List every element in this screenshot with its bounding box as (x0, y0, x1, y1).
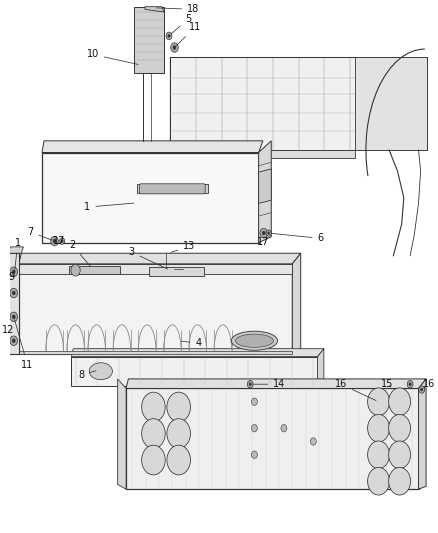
Text: 16: 16 (335, 379, 376, 400)
Circle shape (167, 445, 191, 475)
Text: 8: 8 (78, 370, 96, 380)
Polygon shape (126, 389, 419, 489)
Circle shape (12, 315, 15, 319)
Circle shape (367, 388, 389, 416)
Polygon shape (170, 150, 355, 158)
Circle shape (61, 240, 63, 243)
Circle shape (367, 467, 389, 495)
Circle shape (281, 424, 287, 432)
FancyBboxPatch shape (140, 184, 205, 194)
Polygon shape (126, 379, 426, 389)
Text: 7: 7 (27, 227, 52, 240)
Circle shape (247, 381, 253, 388)
Polygon shape (419, 379, 426, 489)
Ellipse shape (236, 334, 273, 348)
Circle shape (12, 339, 15, 343)
Circle shape (419, 386, 425, 393)
Circle shape (249, 383, 251, 386)
Circle shape (260, 228, 268, 238)
Circle shape (141, 445, 165, 475)
Circle shape (409, 383, 411, 386)
Circle shape (51, 236, 58, 246)
Circle shape (10, 336, 18, 345)
Circle shape (171, 43, 178, 52)
Text: 15: 15 (381, 379, 393, 389)
Circle shape (12, 270, 15, 274)
Text: 11: 11 (177, 22, 201, 45)
Polygon shape (42, 141, 263, 152)
Circle shape (141, 392, 165, 422)
Text: 10: 10 (86, 50, 138, 64)
Text: 2: 2 (69, 240, 91, 266)
Polygon shape (8, 247, 23, 253)
Text: 1: 1 (84, 202, 134, 212)
Text: 12: 12 (2, 325, 14, 341)
Circle shape (251, 398, 258, 406)
Polygon shape (118, 379, 126, 489)
Circle shape (10, 288, 18, 298)
Circle shape (10, 267, 18, 277)
Polygon shape (149, 266, 204, 276)
Polygon shape (170, 57, 427, 150)
Text: 9: 9 (8, 272, 14, 282)
Circle shape (251, 424, 258, 432)
Circle shape (167, 392, 191, 422)
Circle shape (168, 34, 170, 37)
Polygon shape (19, 351, 292, 354)
Polygon shape (19, 253, 301, 264)
Circle shape (389, 467, 410, 495)
Polygon shape (145, 7, 164, 12)
Circle shape (268, 232, 270, 235)
Circle shape (141, 419, 165, 448)
Text: 5: 5 (171, 14, 191, 34)
Text: 3: 3 (128, 247, 168, 269)
Polygon shape (71, 349, 324, 357)
Text: 18: 18 (156, 4, 199, 14)
Circle shape (53, 239, 56, 243)
Polygon shape (19, 264, 292, 274)
Ellipse shape (231, 331, 278, 350)
Polygon shape (258, 141, 271, 243)
Text: 16: 16 (423, 379, 435, 389)
Polygon shape (42, 152, 258, 243)
Circle shape (367, 441, 389, 469)
Polygon shape (134, 7, 164, 73)
Circle shape (251, 451, 258, 458)
Polygon shape (318, 349, 324, 386)
Polygon shape (8, 253, 19, 354)
Circle shape (262, 231, 265, 235)
Text: 17: 17 (257, 237, 269, 247)
Text: 17: 17 (53, 236, 65, 246)
Circle shape (12, 291, 15, 295)
Text: 13: 13 (171, 241, 195, 253)
Circle shape (367, 415, 389, 442)
Circle shape (420, 388, 423, 391)
Ellipse shape (89, 363, 113, 379)
Circle shape (266, 230, 271, 236)
Circle shape (311, 438, 316, 445)
Text: 6: 6 (272, 233, 324, 244)
Text: 14: 14 (253, 379, 286, 389)
Polygon shape (258, 169, 271, 204)
Polygon shape (69, 266, 120, 274)
Circle shape (60, 238, 65, 244)
Text: 4: 4 (181, 338, 201, 349)
Polygon shape (292, 253, 301, 354)
Circle shape (167, 419, 191, 448)
Circle shape (407, 381, 413, 388)
Circle shape (389, 388, 410, 416)
Polygon shape (137, 184, 208, 193)
Polygon shape (71, 357, 318, 386)
Polygon shape (355, 57, 427, 150)
Text: 11: 11 (14, 320, 34, 369)
Circle shape (166, 32, 172, 39)
Circle shape (389, 415, 410, 442)
Circle shape (389, 441, 410, 469)
Circle shape (10, 312, 18, 321)
Polygon shape (19, 264, 292, 354)
Text: 1: 1 (15, 238, 21, 269)
Circle shape (71, 264, 80, 276)
Circle shape (173, 46, 176, 50)
